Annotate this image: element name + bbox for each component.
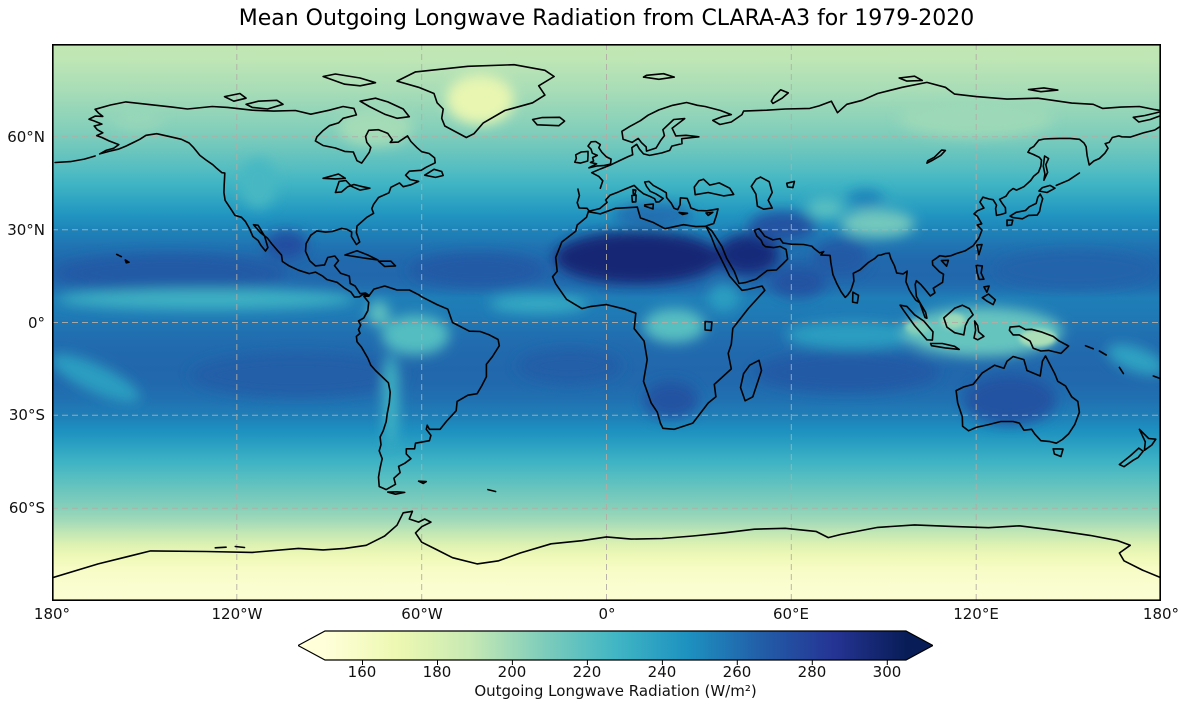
feature-s-pacific-subtropic-high [190,353,407,397]
colorbar-tick-label: 160 [347,663,377,681]
feature-australia-interior-high [963,375,1057,425]
y-tick-label: 60°S [8,499,45,517]
x-tick-label: 120°W [211,605,263,623]
y-tick-label: 30°S [8,406,45,424]
x-tick-label: 60°W [401,605,443,623]
colorbar-tick-label: 200 [497,663,527,681]
coastlines [52,63,1161,579]
colorbar-canvas [296,630,935,665]
feature-s-indian-subtropic-high [754,351,940,393]
chart-title: Mean Outgoing Longwave Radiation from CL… [238,6,975,31]
map-plot [52,44,1162,602]
feature-itcz-indian-low [785,321,921,349]
colorbar-tick-label: 280 [797,663,827,681]
feature-n-atlantic-subtropic-high [409,252,545,287]
feature-arabian-sea-high [769,266,826,298]
y-tick-label: 0° [27,314,45,332]
x-tick-label: 0° [598,605,616,623]
colorbar-axis-label: Outgoing Longwave Radiation (W/m²) [474,682,757,700]
olr-anomalies-fsoft [52,74,1161,447]
feature-spcz-west-low [1107,343,1161,376]
feature-congo-low [643,308,706,343]
feature-kalahari-high [643,381,699,419]
x-tick-label: 60°E [772,605,810,623]
feature-mexico-plateau-high [264,231,308,259]
y-tick-label: 30°N [7,221,45,239]
feature-s-atlantic-subtropic-high [517,348,622,383]
feature-spcz-east-low [52,353,141,403]
feature-alaska-low [113,105,163,131]
feature-colombia-low [367,300,390,326]
map-canvas [52,44,1162,602]
colorbar-bar [296,630,935,661]
colorbar-tick-label: 260 [722,663,752,681]
feature-india-high [812,238,869,277]
feature-itcz-atlantic-low [489,294,588,314]
feature-rockies-low [239,158,277,209]
colorbar [296,630,935,666]
x-tick-label: 180° [33,605,71,623]
colorbar-tick-labels: 160 180 200 220 240 260 280 300 [298,663,933,681]
feature-iran-plateau-high [748,211,816,243]
map-border [52,44,1162,602]
feature-n-pacific-subtropic-high [52,254,287,292]
feature-itcz-pacific-low [58,288,354,310]
feature-andes-low [383,353,399,447]
feature-ethiopia-highland-low [708,283,739,312]
feature-sahara-high [554,231,721,284]
x-tick-label: 180° [1142,605,1180,623]
colorbar-tick-label: 180 [422,663,452,681]
feature-tibet-plateau-low [840,209,915,238]
y-tick-label: 60°N [7,128,45,146]
feature-greenland-low [446,74,515,125]
feature-mediterranean-high [612,203,693,229]
x-tick-label: 120°E [953,605,999,623]
colorbar-tick-label: 240 [647,663,677,681]
colorbar-ticks [362,660,888,665]
feature-sumatra-bright [905,320,930,334]
colorbar-tick-label: 300 [872,663,902,681]
feature-taklamakan-high [846,189,884,208]
colorbar-tick-label: 220 [572,663,602,681]
feature-amazon-low [381,314,450,355]
feature-w-pacific-subtropic-high [994,251,1155,289]
feature-pamir-low [806,197,844,219]
gridlines [52,44,1161,601]
